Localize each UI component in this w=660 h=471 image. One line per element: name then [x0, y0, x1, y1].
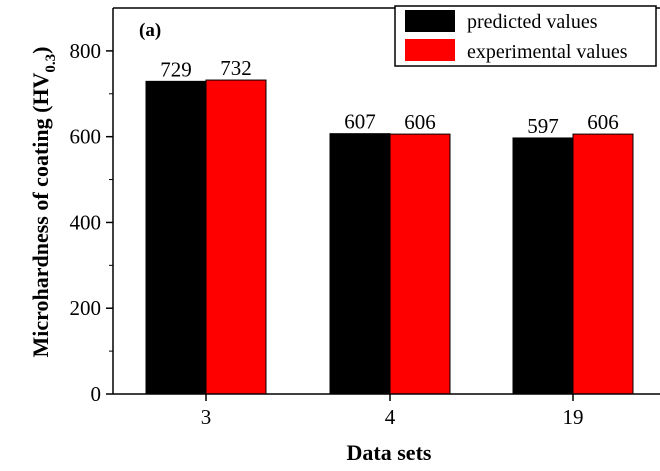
x-axis-title: Data sets — [347, 440, 432, 465]
x-tick-label-3: 3 — [201, 405, 212, 429]
data-label-predicted-4: 607 — [344, 110, 376, 134]
bar-predicted-4 — [329, 133, 391, 395]
legend-swatch-predicted — [405, 10, 455, 32]
bar-experimental-4 — [389, 133, 451, 395]
y-axis-title-close: ) — [28, 46, 53, 53]
y-axis-title-sub: 0.3 — [43, 54, 59, 73]
bar-predicted-3 — [145, 80, 207, 395]
bar-experimental-3 — [205, 79, 267, 395]
data-label-predicted-3: 729 — [160, 57, 192, 81]
y-axis-title-main: Microhardness of coating (HV — [28, 72, 53, 357]
y-tick-label-600: 600 — [70, 125, 102, 149]
bars-group — [145, 79, 634, 395]
panel-label: (a) — [139, 20, 161, 41]
y-tick-label-400: 400 — [70, 210, 102, 234]
legend-label-experimental: experimental values — [467, 41, 628, 63]
y-tick-label-800: 800 — [70, 39, 102, 63]
bar-predicted-19 — [512, 137, 574, 395]
bar-experimental-19 — [572, 133, 634, 395]
legend-label-predicted: predicted values — [467, 11, 598, 33]
data-labels-group: 729 732 607 606 597 606 — [160, 56, 619, 138]
y-tick-label-0: 0 — [91, 382, 102, 406]
legend-swatch-experimental — [405, 39, 455, 61]
data-label-experimental-19: 606 — [587, 110, 619, 134]
ticks-group: 3 4 19 0 200 400 600 800 — [70, 39, 584, 429]
legend: predicted values experimental values — [394, 5, 657, 67]
data-label-predicted-19: 597 — [527, 114, 559, 138]
data-label-experimental-4: 606 — [404, 110, 436, 134]
x-tick-label-4: 4 — [385, 405, 396, 429]
y-tick-label-200: 200 — [70, 296, 102, 320]
y-axis-title: Microhardness of coating (HV0.3) — [28, 46, 59, 357]
x-tick-label-19: 19 — [563, 405, 584, 429]
data-label-experimental-3: 732 — [220, 56, 252, 80]
